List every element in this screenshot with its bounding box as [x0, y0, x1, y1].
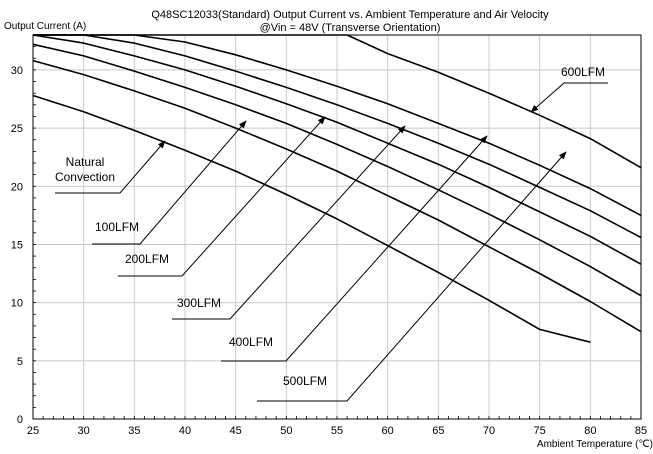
- annotation-100lfm-leader: [92, 120, 247, 245]
- annotation-600lfm-label: 600LFM: [561, 65, 605, 79]
- x-tick-label: 75: [534, 425, 546, 437]
- x-tick-label: 50: [280, 425, 292, 437]
- y-tick-label: 10: [11, 298, 23, 310]
- x-tick-label: 55: [331, 425, 343, 437]
- x-tick-label: 35: [128, 425, 140, 437]
- annotation-200lfm-leader: [118, 116, 326, 277]
- annotation-natural-label-line2: Convection: [55, 170, 115, 184]
- x-tick-label: 80: [584, 425, 596, 437]
- y-tick-label: 5: [17, 356, 23, 368]
- x-tick-label: 40: [179, 425, 191, 437]
- x-tick-label: 85: [635, 425, 647, 437]
- annotation-natural-leader: [55, 140, 166, 194]
- annotation-natural-label: Natural: [66, 155, 105, 169]
- x-tick-label: 25: [27, 425, 39, 437]
- series-line-100lfm: [32, 59, 642, 333]
- x-tick-label: 65: [432, 425, 444, 437]
- series-line-400lfm: [33, 34, 642, 239]
- series-line-200lfm: [32, 43, 642, 297]
- annotation-500lfm-leader: [257, 151, 567, 402]
- annotation-400lfm-leader: [221, 135, 488, 362]
- annotation-200lfm-label: 200LFM: [125, 252, 169, 266]
- x-tick-label: 60: [382, 425, 394, 437]
- chart-title: Q48SC12033(Standard) Output Current vs. …: [151, 9, 549, 21]
- y-tick-label: 25: [11, 123, 23, 135]
- y-axis-label: Output Current (A): [4, 21, 87, 32]
- y-tick-label: 30: [11, 65, 23, 77]
- chart-subtitle: @Vin = 48V (Transverse Orientation): [259, 22, 441, 34]
- y-tick-label: 0: [17, 414, 23, 426]
- y-tick-label: 20: [11, 181, 23, 193]
- x-axis-label: Ambient Temperature (℃): [536, 439, 653, 450]
- x-tick-label: 30: [78, 425, 90, 437]
- series-line-300lfm: [32, 34, 642, 265]
- series-line-natural-convection: [32, 94, 591, 343]
- x-tick-label: 45: [230, 425, 242, 437]
- x-tick-label: 70: [483, 425, 495, 437]
- annotation-500lfm-label: 500LFM: [283, 374, 327, 388]
- y-tick-label: 15: [11, 239, 23, 251]
- annotation-400lfm-label: 400LFM: [229, 335, 273, 349]
- annotation-300lfm-label: 300LFM: [177, 296, 221, 310]
- annotation-600lfm-leader: [530, 82, 608, 113]
- annotation-100lfm-label: 100LFM: [95, 220, 139, 234]
- annotation-300lfm-leader: [172, 125, 406, 320]
